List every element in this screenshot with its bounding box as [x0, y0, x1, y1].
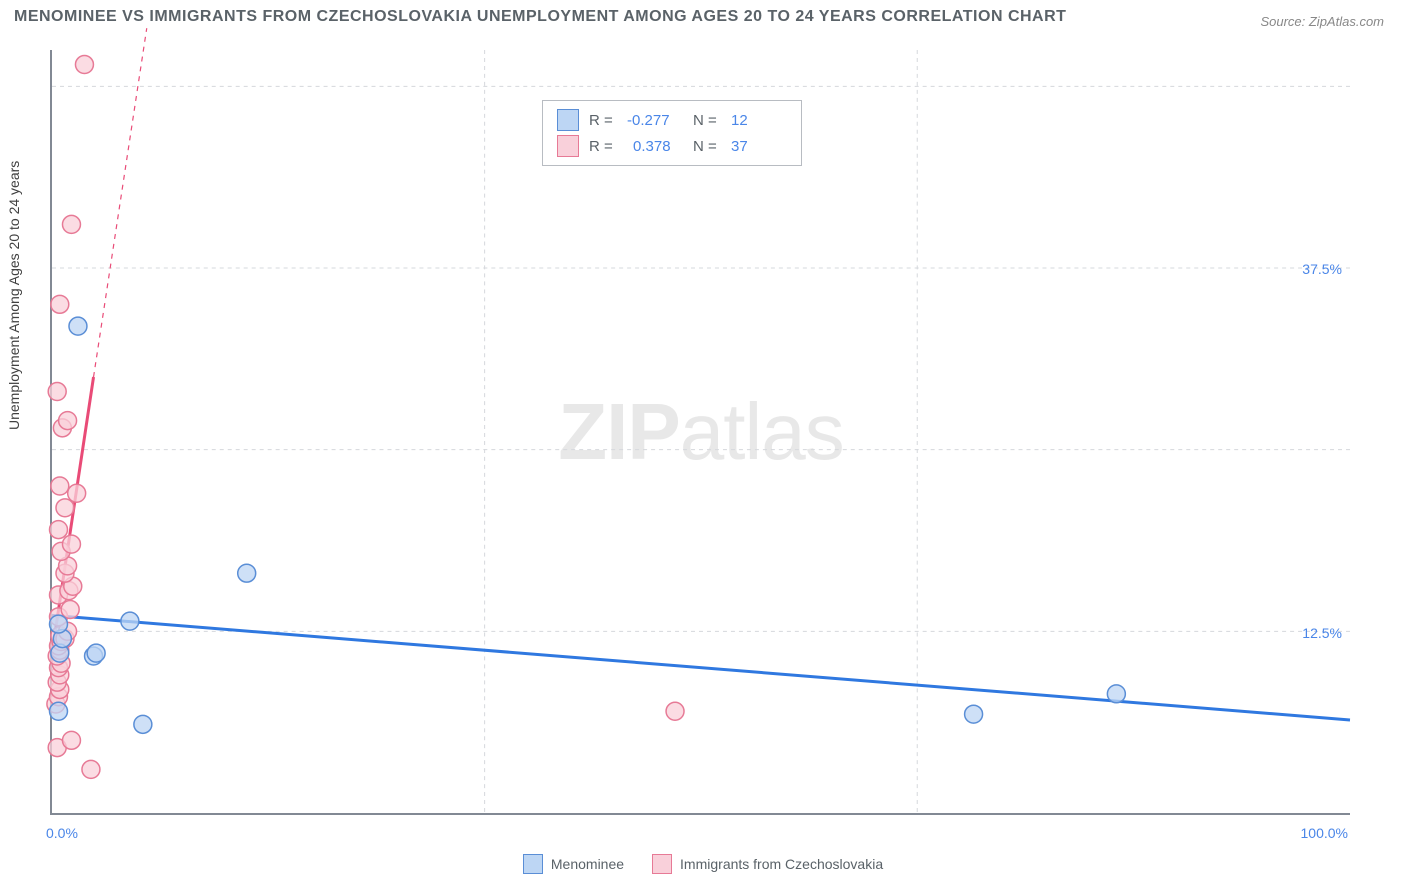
- n-label: N =: [693, 112, 721, 129]
- legend-stats-box: R = -0.277 N = 12 R = 0.378 N = 37: [542, 100, 802, 166]
- r-label: R =: [589, 138, 617, 155]
- source-attribution: Source: ZipAtlas.com: [1260, 14, 1384, 29]
- legend-swatch-1: [557, 135, 579, 157]
- r-value-0: -0.277: [627, 112, 683, 129]
- legend-stats-row-1: R = 0.378 N = 37: [557, 133, 787, 159]
- y-axis-label: Unemployment Among Ages 20 to 24 years: [6, 161, 22, 430]
- plot-area: ZIPatlas 12.5%37.5% 0.0%100.0% R = -0.27…: [50, 50, 1350, 815]
- n-value-1: 37: [731, 138, 787, 155]
- n-label: N =: [693, 138, 721, 155]
- x-tick-label: 0.0%: [46, 825, 78, 841]
- chart-title: MENOMINEE VS IMMIGRANTS FROM CZECHOSLOVA…: [14, 8, 1066, 26]
- legend-swatch-bottom-0: [523, 854, 543, 874]
- r-value-1: 0.378: [627, 138, 683, 155]
- n-value-0: 12: [731, 112, 787, 129]
- legend-swatch-bottom-1: [652, 854, 672, 874]
- legend-label-0: Menominee: [551, 856, 624, 872]
- legend-swatch-0: [557, 109, 579, 131]
- y-tick-label: 12.5%: [1302, 625, 1342, 641]
- y-tick-label: 37.5%: [1302, 261, 1342, 277]
- x-tick-label: 100.0%: [1301, 825, 1348, 841]
- r-label: R =: [589, 112, 617, 129]
- legend-item-1: Immigrants from Czechoslovakia: [652, 854, 883, 874]
- legend-bottom: Menominee Immigrants from Czechoslovakia: [0, 854, 1406, 874]
- legend-stats-row-0: R = -0.277 N = 12: [557, 107, 787, 133]
- legend-label-1: Immigrants from Czechoslovakia: [680, 856, 883, 872]
- legend-item-0: Menominee: [523, 854, 624, 874]
